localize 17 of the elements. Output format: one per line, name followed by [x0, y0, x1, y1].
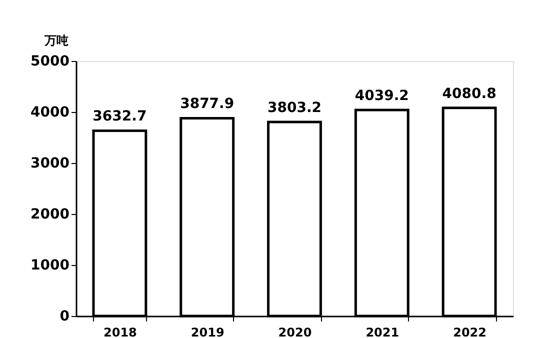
data-label: 3632.7 [92, 108, 147, 125]
data-label: 3803.2 [267, 100, 322, 116]
x-tick-label: 2022 [453, 326, 487, 338]
x-tick-label: 2019 [190, 326, 224, 338]
y-tick-label: 1000 [30, 258, 70, 274]
x-tick-label: 2021 [366, 326, 400, 338]
y-tick-label: 3000 [30, 156, 70, 172]
x-tick-label: 2020 [278, 326, 312, 338]
y-axis-title: 万吨 [44, 34, 68, 48]
y-tick-label: 2000 [30, 206, 70, 222]
y-tick-label: 4000 [30, 104, 70, 120]
data-label: 4039.2 [354, 88, 409, 104]
data-label: 4080.8 [442, 86, 496, 102]
data-label: 3877.9 [180, 96, 234, 112]
x-tick-label: 2018 [103, 326, 137, 338]
y-tick-label: 0 [60, 308, 70, 324]
y-tick-label: 5000 [30, 54, 70, 70]
